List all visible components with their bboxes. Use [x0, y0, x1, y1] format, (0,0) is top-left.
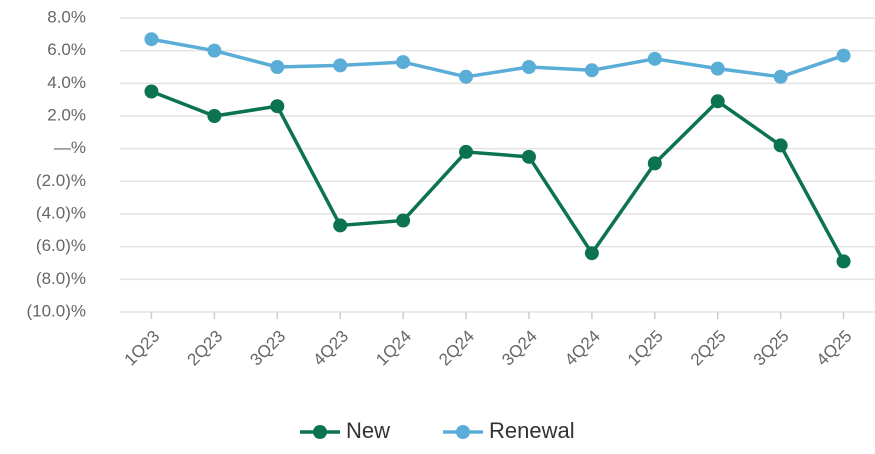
- x-tick-label: 1Q25: [624, 327, 667, 370]
- y-tick-label: (4.0)%: [36, 203, 86, 222]
- point: [647, 51, 662, 66]
- point: [333, 58, 348, 73]
- point: [396, 55, 411, 70]
- y-tick-label: (6.0)%: [36, 236, 86, 255]
- y-tick-label: (10.0)%: [26, 301, 86, 320]
- point: [836, 254, 851, 269]
- point: [270, 99, 285, 114]
- point: [710, 94, 725, 109]
- point: [459, 144, 474, 159]
- point: [521, 60, 536, 74]
- x-tick-label: 1Q24: [372, 327, 415, 370]
- point: [207, 109, 222, 123]
- x-tick-label: 3Q25: [750, 327, 793, 370]
- point: [836, 48, 851, 63]
- y-tick-label: 2.0%: [47, 105, 86, 124]
- y-tick-label: 8.0%: [47, 7, 86, 26]
- point: [521, 149, 536, 164]
- x-tick-label: 4Q24: [561, 327, 604, 370]
- legend-marker: [456, 425, 470, 439]
- legend-marker: [313, 425, 327, 439]
- point: [333, 218, 348, 233]
- legend-label: New: [346, 418, 390, 443]
- point: [144, 84, 159, 99]
- point: [144, 32, 159, 47]
- y-tick-label: 4.0%: [47, 73, 86, 92]
- x-tick-label: 2Q24: [435, 327, 478, 370]
- point: [270, 60, 285, 74]
- legend: New Renewal: [300, 418, 575, 443]
- x-tick-label: 3Q24: [498, 327, 541, 370]
- x-tick-label: 4Q25: [813, 327, 856, 370]
- point: [459, 69, 474, 84]
- y-tick-label: (2.0)%: [36, 171, 86, 190]
- x-tick-label: 2Q23: [184, 327, 227, 370]
- point: [773, 138, 788, 153]
- point: [584, 63, 599, 78]
- point: [396, 213, 411, 228]
- point: [773, 69, 788, 84]
- x-tick-label: 3Q23: [246, 327, 289, 370]
- legend-label: Renewal: [489, 418, 575, 443]
- y-tick-label: —%: [54, 138, 86, 157]
- point: [207, 43, 222, 58]
- x-tick-label: 2Q25: [687, 327, 730, 370]
- y-tick-label: 6.0%: [47, 40, 86, 59]
- point: [710, 61, 725, 76]
- x-tick-label: 4Q23: [309, 327, 352, 370]
- series-line: [151, 37, 845, 79]
- series-line: [150, 89, 846, 263]
- y-tick-label: (8.0)%: [36, 269, 86, 288]
- point: [647, 156, 662, 171]
- x-tick-label: 1Q23: [121, 327, 164, 370]
- point: [584, 246, 599, 261]
